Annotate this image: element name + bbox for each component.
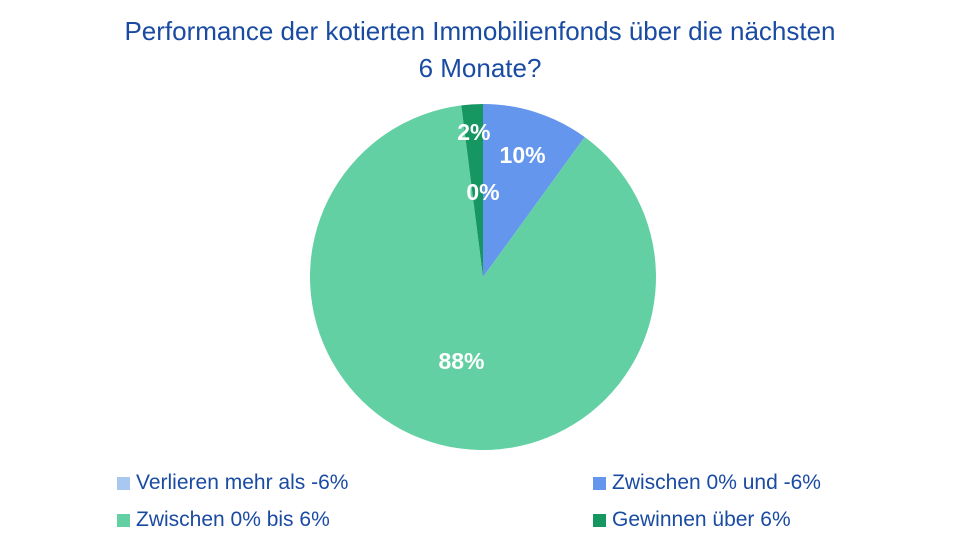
pie-chart: 0%10% 88% 2%: [310, 104, 656, 450]
chart-title-line1: Performance der kotierten Immobilienfond…: [124, 16, 836, 46]
chart-title-line2: 6 Monate?: [418, 53, 542, 83]
legend-label: Verlieren mehr als -6%: [136, 471, 349, 494]
pie-data-label-2: 88%: [438, 348, 484, 374]
chart-title: Performance der kotierten Immobilienfond…: [0, 13, 960, 87]
legend-item-1: Zwischen 0% und -6%: [593, 471, 821, 495]
legend: Verlieren mehr als -6% Zwischen 0% und -6…: [117, 471, 821, 532]
pie-slice-1: [483, 104, 585, 277]
legend-swatch-icon: [117, 513, 130, 527]
legend-item-3: Gewinnen über 6%: [593, 508, 821, 532]
pie-slice-3: [461, 104, 483, 277]
pie-slice-2: [310, 105, 656, 450]
pie-data-label-0: 0%: [466, 179, 499, 205]
pie-data-label-3: 2%: [457, 119, 490, 145]
legend-swatch-icon: [593, 513, 606, 527]
legend-label: Gewinnen über 6%: [612, 508, 791, 531]
legend-item-0: Verlieren mehr als -6%: [117, 471, 593, 495]
legend-label: Zwischen 0% bis 6%: [136, 508, 330, 531]
legend-item-2: Zwischen 0% bis 6%: [117, 508, 593, 532]
legend-swatch-icon: [593, 476, 606, 490]
legend-swatch-icon: [117, 476, 130, 490]
pie-data-label-1: 10%: [500, 142, 546, 168]
legend-label: Zwischen 0% und -6%: [612, 471, 821, 494]
